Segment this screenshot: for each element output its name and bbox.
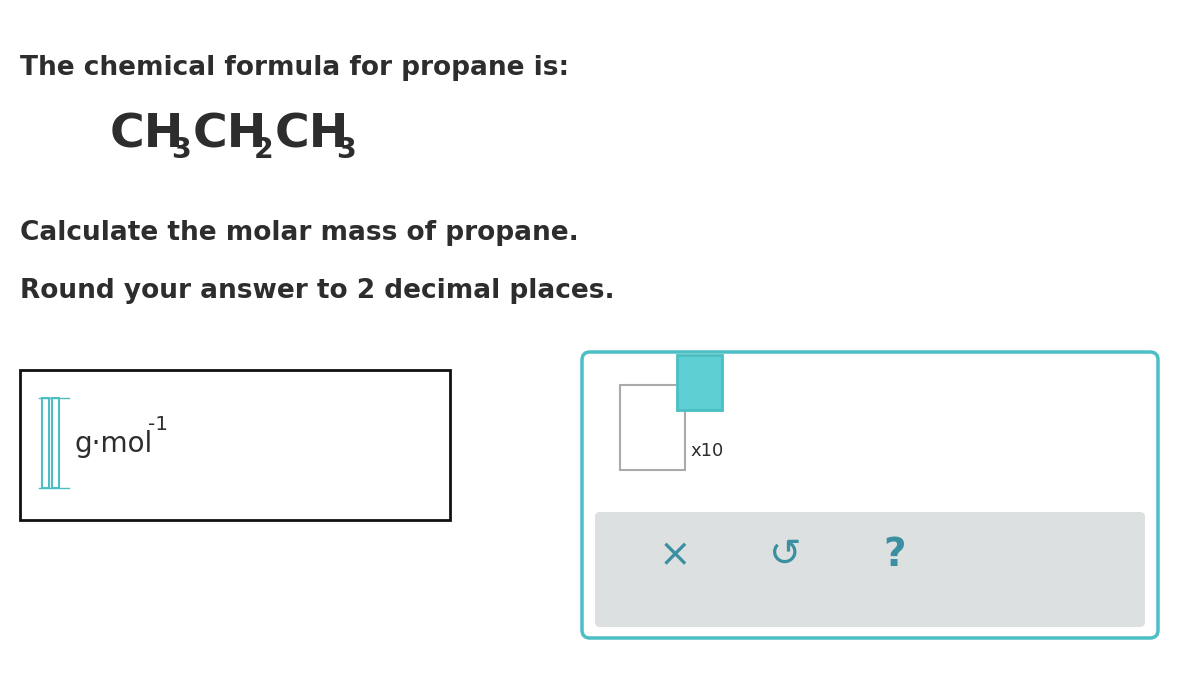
Bar (620, 385, 685, 470)
Text: CH: CH (192, 113, 267, 158)
Text: CH: CH (274, 113, 349, 158)
Text: 3: 3 (171, 136, 191, 164)
Text: -1: -1 (148, 415, 168, 434)
Bar (20, 370, 450, 520)
FancyBboxPatch shape (595, 512, 1145, 627)
Text: Round your answer to 2 decimal places.: Round your answer to 2 decimal places. (20, 278, 614, 304)
Text: ↺: ↺ (769, 536, 802, 574)
Text: x10: x10 (690, 442, 723, 460)
Text: 2: 2 (254, 136, 273, 164)
Text: The chemical formula for propane is:: The chemical formula for propane is: (20, 55, 569, 81)
Text: CH: CH (110, 113, 184, 158)
Text: ×: × (658, 536, 691, 574)
FancyBboxPatch shape (582, 352, 1158, 638)
Bar (677, 355, 722, 410)
Text: g·mol: g·mol (75, 430, 153, 458)
Text: 3: 3 (336, 136, 355, 164)
Text: ?: ? (884, 536, 906, 574)
Bar (52, 398, 59, 488)
Bar (42, 398, 49, 488)
Text: Calculate the molar mass of propane.: Calculate the molar mass of propane. (20, 220, 579, 246)
